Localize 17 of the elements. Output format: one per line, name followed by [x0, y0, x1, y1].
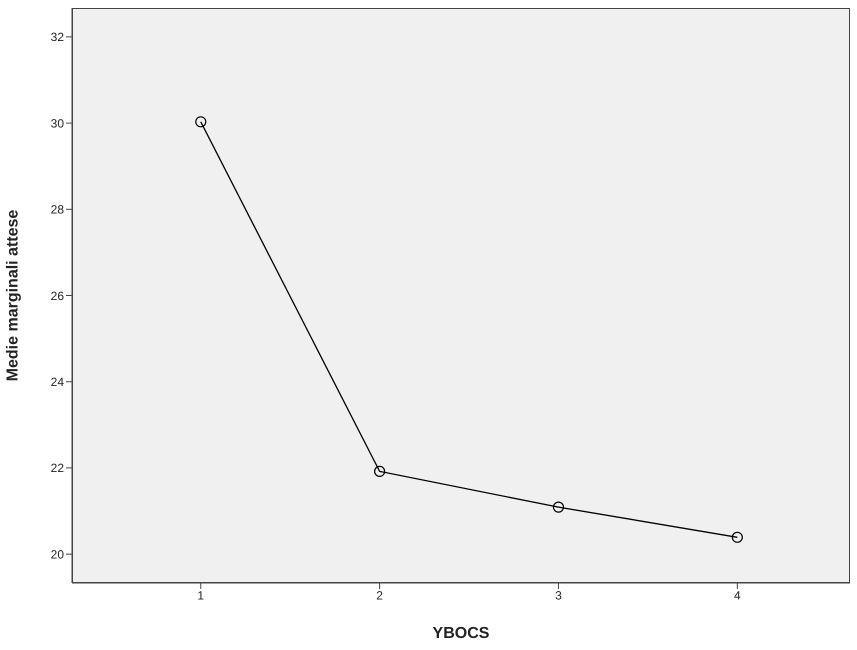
point [374, 466, 386, 477]
y-tick-label: 30 [50, 116, 64, 130]
y-tick-label: 32 [50, 30, 64, 44]
point [195, 116, 206, 128]
x-tick-label: 4 [734, 588, 741, 603]
y-tick-label: 20 [50, 547, 64, 562]
y-tick-label: 24 [50, 374, 64, 389]
y-tick-label: 28 [50, 202, 64, 217]
point [552, 502, 564, 513]
x-tick-label: 1 [197, 588, 204, 603]
y-tick-label: 26 [50, 288, 64, 303]
x-axis-title: YBOCS [432, 625, 490, 642]
point [732, 532, 743, 543]
x-tick-label: 2 [376, 588, 384, 603]
y-tick-label: 22 [50, 461, 64, 476]
y-axis-title: Medie marginali attese [4, 210, 22, 382]
x-tick-label: 3 [555, 588, 562, 603]
